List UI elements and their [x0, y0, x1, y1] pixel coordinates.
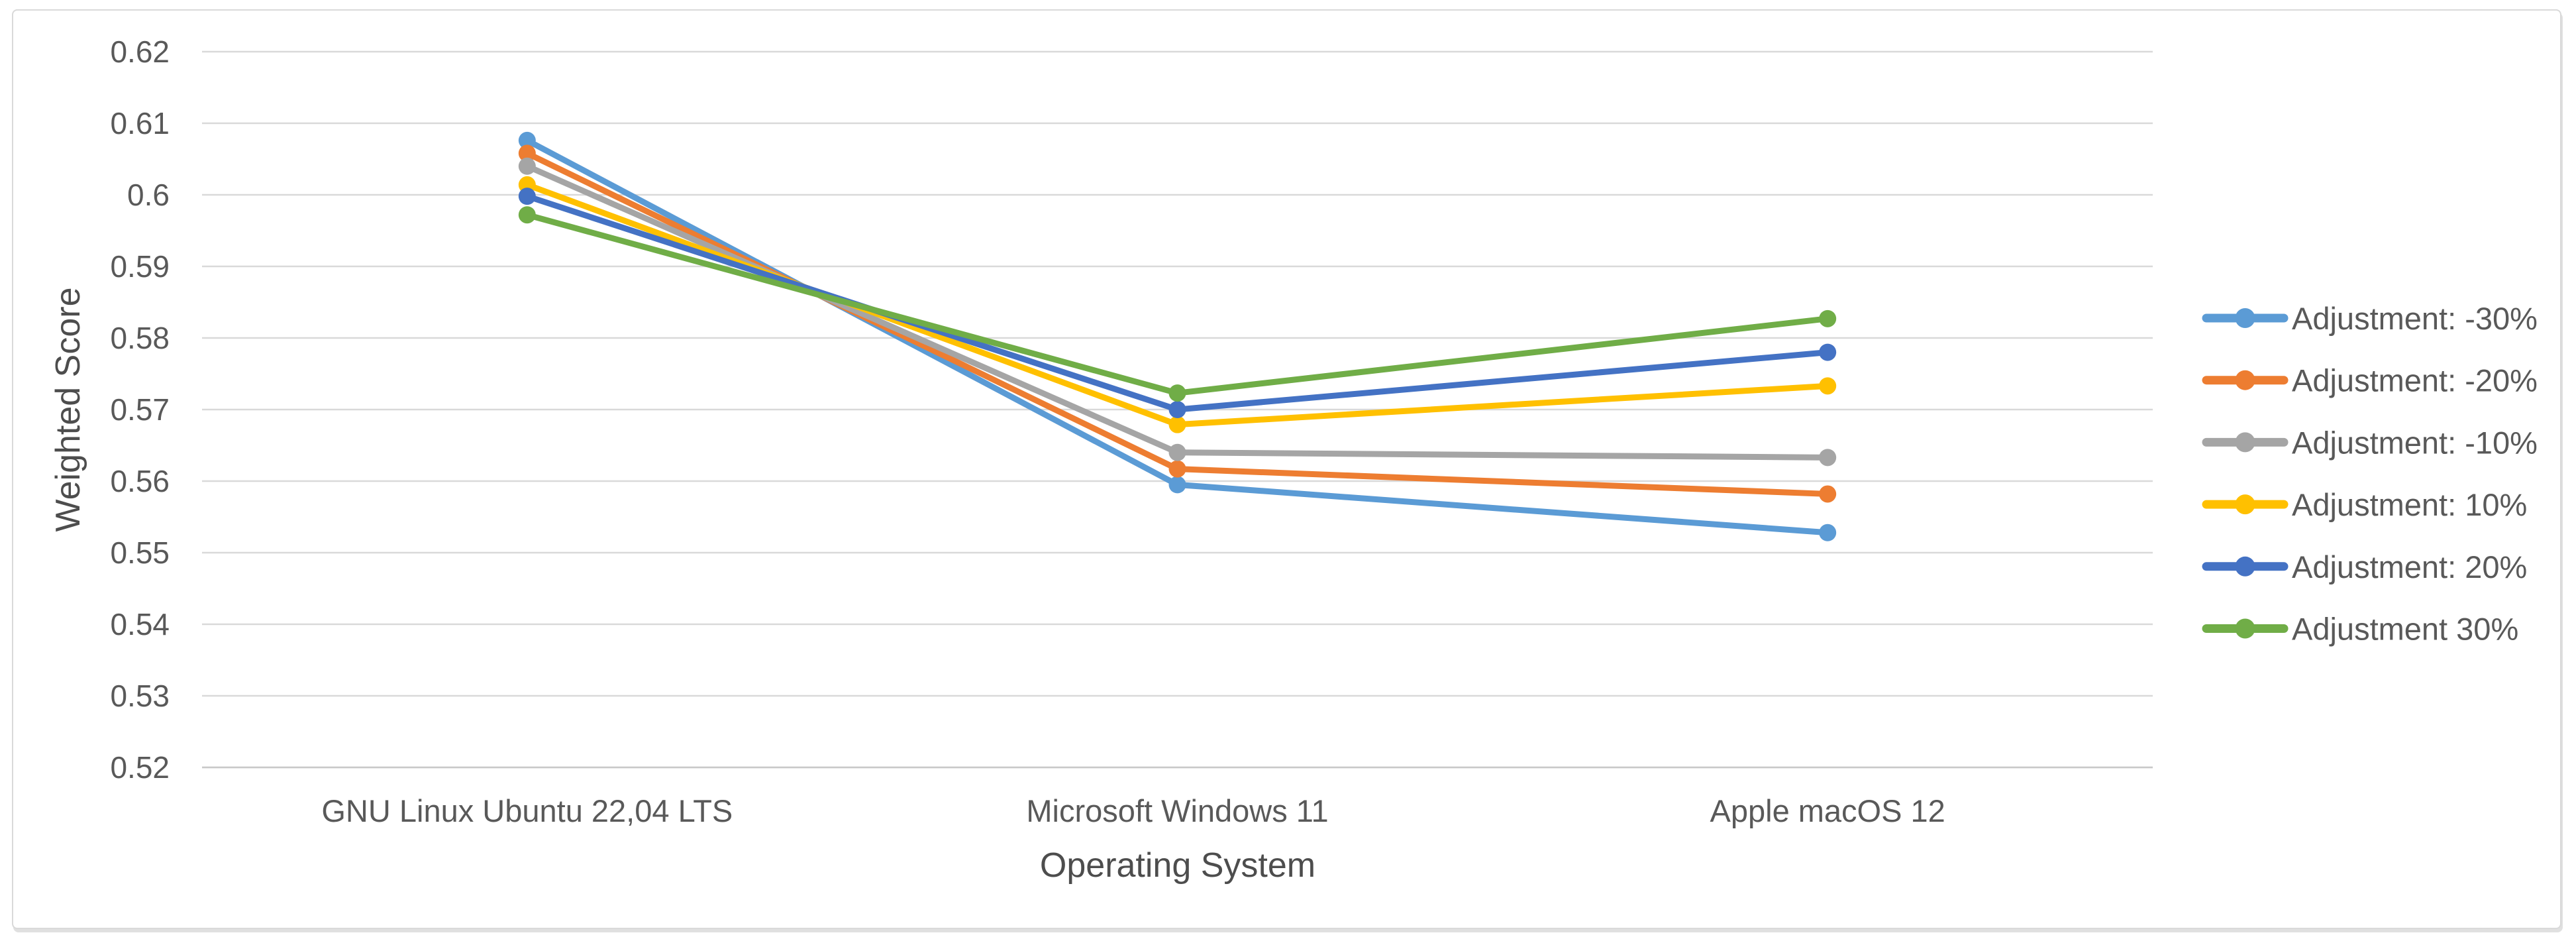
y-axis-title: Weighted Score	[49, 287, 87, 531]
series	[518, 206, 1837, 402]
y-tick-label: 0.59	[110, 249, 170, 284]
x-category-label: GNU Linux Ubuntu 22,04 LTS	[321, 793, 733, 828]
y-axis-tick-labels: 0.62 0.61 0.6 0.59 0.58 0.57 0.56 0.55 0.54 0.53 0…	[110, 34, 170, 785]
data-point-marker	[1819, 524, 1837, 541]
legend-label: Adjustment: 10%	[2292, 487, 2527, 522]
x-category-label: Microsoft Windows 11	[1026, 793, 1328, 828]
data-point-marker	[1819, 449, 1837, 467]
legend-item: Adjustment: 10%	[2202, 487, 2527, 522]
data-point-marker	[1168, 401, 1186, 418]
y-tick-label: 0.53	[110, 679, 170, 713]
data-point-marker	[1168, 460, 1186, 478]
legend-marker-icon	[2235, 432, 2255, 453]
x-category-label: Apple macOS 12	[1710, 793, 1945, 828]
data-point-marker	[518, 188, 536, 205]
y-tick-label: 0.56	[110, 464, 170, 498]
legend-label: Adjustment: -20%	[2292, 363, 2538, 398]
data-point-marker	[518, 157, 536, 175]
legend-marker-icon	[2235, 494, 2255, 515]
data-point-marker	[518, 144, 536, 162]
series-line	[524, 193, 1831, 413]
data-point-marker	[1168, 476, 1186, 494]
y-tick-label: 0.55	[110, 535, 170, 570]
series-group	[518, 131, 1837, 541]
x-axis-category-labels: GNU Linux Ubuntu 22,04 LTS Microsoft Wind…	[321, 793, 1945, 828]
data-point-marker	[1819, 377, 1837, 395]
series	[518, 188, 1837, 418]
data-point-marker	[1168, 416, 1186, 433]
y-tick-label: 0.57	[110, 392, 170, 427]
data-point-marker	[1819, 343, 1837, 361]
legend-item: Adjustment: -10%	[2202, 425, 2538, 460]
legend: Adjustment: -30% Adjustment: -20% Adjustme…	[2202, 301, 2538, 647]
legend-label: Adjustment: -30%	[2292, 301, 2538, 336]
legend-marker-icon	[2235, 370, 2255, 390]
y-tick-label: 0.61	[110, 106, 170, 140]
legend-marker-icon	[2235, 618, 2255, 639]
data-point-marker	[518, 131, 536, 149]
legend-item: Adjustment: 20%	[2202, 549, 2527, 584]
legend-item: Adjustment: -20%	[2202, 363, 2538, 398]
legend-marker-icon	[2235, 556, 2255, 577]
y-tick-label: 0.54	[110, 607, 170, 641]
y-tick-label: 0.62	[110, 34, 170, 69]
legend-item: Adjustment 30%	[2202, 612, 2518, 647]
legend-marker-icon	[2235, 308, 2255, 328]
y-tick-label: 0.52	[110, 750, 170, 785]
series	[518, 131, 1837, 541]
legend-item: Adjustment: -30%	[2202, 301, 2538, 336]
data-point-marker	[1168, 384, 1186, 402]
y-tick-label: 0.6	[127, 178, 170, 212]
series-line	[524, 150, 1831, 497]
gridlines	[202, 50, 2153, 769]
legend-label: Adjustment: -10%	[2292, 425, 2538, 460]
y-tick-label: 0.58	[110, 321, 170, 355]
data-point-marker	[1819, 485, 1837, 503]
data-point-marker	[518, 206, 536, 224]
x-axis-title: Operating System	[1040, 846, 1315, 885]
legend-label: Adjustment: 20%	[2292, 549, 2527, 584]
data-point-marker	[1819, 309, 1837, 327]
legend-label: Adjustment 30%	[2292, 612, 2518, 647]
chart-frame	[12, 9, 2561, 929]
data-point-marker	[1168, 443, 1186, 461]
